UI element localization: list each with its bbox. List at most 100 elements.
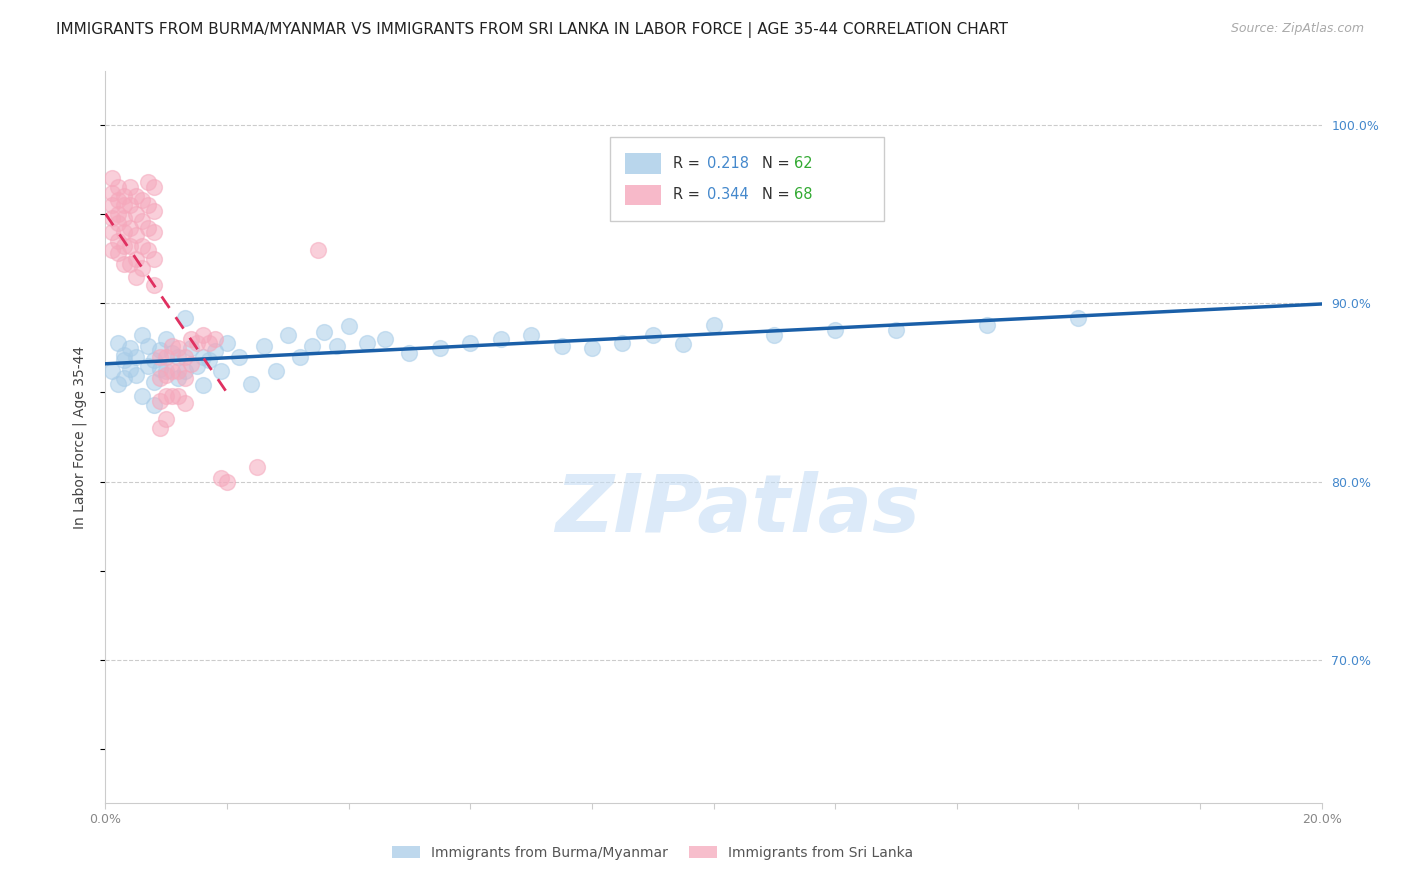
Point xyxy=(131,193,153,207)
Point xyxy=(118,257,141,271)
Point xyxy=(118,341,141,355)
Point xyxy=(191,378,214,392)
Point xyxy=(180,341,202,355)
Point xyxy=(118,180,141,194)
Point xyxy=(429,341,451,355)
Point xyxy=(180,357,202,371)
Point xyxy=(112,211,135,225)
Bar xyxy=(624,185,661,205)
Point xyxy=(204,332,226,346)
Point xyxy=(136,221,159,235)
Point xyxy=(125,252,148,266)
Text: IMMIGRANTS FROM BURMA/MYANMAR VS IMMIGRANTS FROM SRI LANKA IN LABOR FORCE | AGE : IMMIGRANTS FROM BURMA/MYANMAR VS IMMIGRA… xyxy=(56,22,1008,38)
Point xyxy=(100,243,122,257)
Text: Source: ZipAtlas.com: Source: ZipAtlas.com xyxy=(1230,22,1364,36)
Point xyxy=(884,323,907,337)
Point xyxy=(520,328,543,343)
Point xyxy=(204,344,226,359)
Point xyxy=(581,341,603,355)
Point xyxy=(167,341,190,355)
Point xyxy=(173,310,195,325)
Point xyxy=(136,175,159,189)
Point xyxy=(301,339,323,353)
Point xyxy=(131,239,153,253)
Point xyxy=(155,364,177,378)
Point xyxy=(314,325,336,339)
Point xyxy=(112,353,135,368)
Legend: Immigrants from Burma/Myanmar, Immigrants from Sri Lanka: Immigrants from Burma/Myanmar, Immigrant… xyxy=(387,840,918,865)
Point xyxy=(173,364,195,378)
Point xyxy=(198,353,221,368)
Point xyxy=(107,216,129,230)
Point xyxy=(702,318,725,332)
Point xyxy=(112,348,135,362)
Point xyxy=(240,376,263,391)
Point xyxy=(149,350,172,364)
Point xyxy=(112,239,135,253)
Point xyxy=(612,335,634,350)
Point xyxy=(173,396,195,410)
Point xyxy=(162,339,184,353)
Point xyxy=(325,339,347,353)
Text: ZIPatlas: ZIPatlas xyxy=(555,471,921,549)
Point xyxy=(112,371,135,385)
Point xyxy=(125,207,148,221)
Point xyxy=(100,171,122,186)
Point xyxy=(112,225,135,239)
Point xyxy=(112,257,135,271)
Point xyxy=(143,398,166,412)
Text: R =: R = xyxy=(673,187,704,202)
Point xyxy=(198,335,221,350)
Point xyxy=(107,376,129,391)
Point xyxy=(125,368,148,382)
Point xyxy=(131,260,153,275)
Point xyxy=(112,189,135,203)
Point xyxy=(125,189,148,203)
Point xyxy=(277,328,299,343)
Text: 62: 62 xyxy=(794,156,813,171)
Point xyxy=(143,203,166,218)
Point xyxy=(149,421,172,435)
Point xyxy=(641,328,664,343)
Point xyxy=(136,339,159,353)
Point xyxy=(143,252,166,266)
Text: N =: N = xyxy=(762,156,794,171)
Bar xyxy=(610,137,884,221)
Point xyxy=(191,350,214,364)
Point xyxy=(264,364,287,378)
Point xyxy=(489,332,512,346)
Point xyxy=(136,198,159,212)
Point xyxy=(173,371,195,385)
Point xyxy=(155,412,177,426)
Point xyxy=(217,475,239,489)
Point xyxy=(209,471,232,485)
Point xyxy=(228,350,250,364)
Point xyxy=(107,335,129,350)
Point xyxy=(143,375,166,389)
Point xyxy=(107,193,129,207)
Point xyxy=(100,211,122,225)
Point xyxy=(550,339,572,353)
Point xyxy=(136,243,159,257)
Point xyxy=(458,335,481,350)
Point xyxy=(107,180,129,194)
Point xyxy=(118,239,141,253)
Point xyxy=(976,318,998,332)
Point xyxy=(155,332,177,346)
Point xyxy=(167,350,190,364)
Text: N =: N = xyxy=(762,187,794,202)
Point xyxy=(107,234,129,248)
Point xyxy=(246,460,269,475)
Point xyxy=(167,364,190,378)
Point xyxy=(288,350,311,364)
Text: R =: R = xyxy=(673,156,704,171)
Point xyxy=(209,364,232,378)
Point xyxy=(167,389,190,403)
Point xyxy=(125,350,148,364)
Point xyxy=(217,335,239,350)
Point xyxy=(100,225,122,239)
Point xyxy=(125,269,148,284)
Point xyxy=(374,332,396,346)
Point xyxy=(186,359,208,373)
Y-axis label: In Labor Force | Age 35-44: In Labor Force | Age 35-44 xyxy=(72,345,87,529)
